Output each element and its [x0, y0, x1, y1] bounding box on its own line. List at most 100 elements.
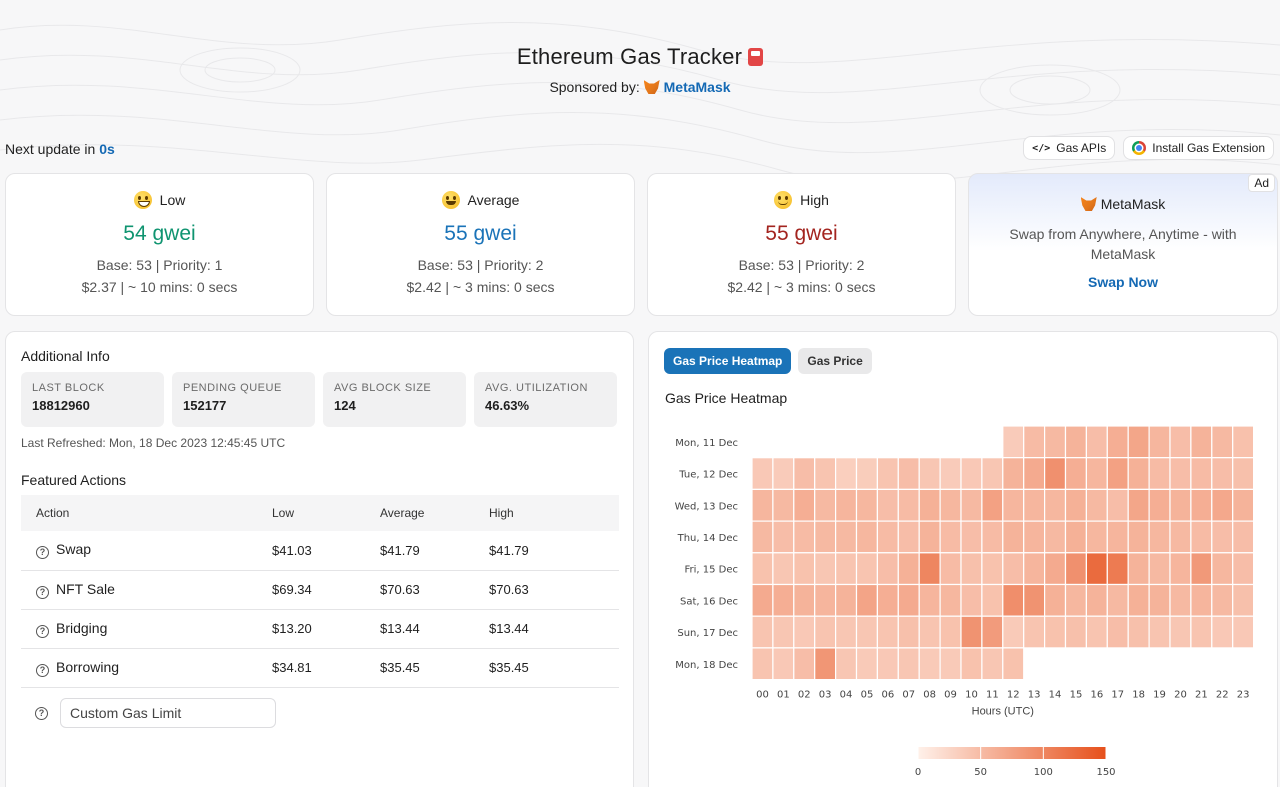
help-icon[interactable]: ?	[36, 585, 49, 599]
heatmap-cell	[772, 552, 795, 586]
heatmap-cell	[1044, 583, 1067, 617]
cost-high: $35.45	[489, 648, 619, 688]
heatmap-cell	[1002, 552, 1025, 586]
table-row: ? NFT Sale $69.34 $70.63 $70.63	[21, 570, 619, 610]
custom-gas-limit-input[interactable]	[60, 698, 276, 728]
heatmap-cell	[1064, 583, 1087, 617]
heatmap-cell	[1148, 425, 1171, 459]
heatmap-cell	[751, 457, 774, 491]
cost-high: $41.79	[489, 531, 619, 571]
gas-price-high: 55 gwei	[765, 222, 838, 245]
x-tick-label: 14	[1049, 690, 1062, 701]
cost-high: $13.44	[489, 609, 619, 649]
heatmap-cell	[751, 615, 774, 649]
heatmap-cell	[1169, 488, 1192, 522]
heatmap-cell	[1023, 488, 1046, 522]
heatmap-cell	[1106, 457, 1129, 491]
gas-apis-button[interactable]: </> Gas APIs	[1023, 136, 1116, 160]
install-extension-button[interactable]: Install Gas Extension	[1123, 136, 1274, 160]
heatmap-cell	[793, 457, 816, 491]
heatmap-cell	[1169, 615, 1192, 649]
heatmap-cell	[918, 552, 941, 586]
x-axis-label: Hours (UTC)	[972, 706, 1034, 718]
heatmap-cell	[1211, 552, 1234, 586]
gas-card-label: Average	[467, 192, 520, 208]
heatmap-cell	[960, 552, 983, 586]
heatmap-cell	[1148, 552, 1171, 586]
heatmap-cell	[793, 647, 816, 681]
heatmap-cell	[1127, 552, 1150, 586]
gas-price-heatmap: Mon, 11 Dec Tue, 12 Dec Wed, 13 Dec Thu, 14…	[675, 425, 1255, 778]
heatmap-cell	[981, 488, 1004, 522]
heatmap-cell	[939, 488, 962, 522]
heatmap-cell	[1106, 552, 1129, 586]
heatmap-cell	[939, 615, 962, 649]
heatmap-cell	[918, 488, 941, 522]
heatmap-cell	[981, 583, 1004, 617]
x-tick-label: 09	[944, 690, 957, 701]
action-name: Swap	[56, 541, 92, 558]
heatmap-cell	[1169, 583, 1192, 617]
ad-title-text: MetaMask	[1100, 196, 1166, 212]
cost-high: $70.63	[489, 570, 619, 610]
heatmap-cell	[1232, 615, 1255, 649]
heatmap-cell	[772, 583, 795, 617]
additional-info-card: Additional Info LAST BLOCK 18812960 PEND…	[5, 331, 634, 787]
x-tick-label: 20	[1174, 690, 1187, 701]
heatmap-cell	[1211, 425, 1234, 459]
heatmap-cell	[876, 615, 899, 649]
heatmap-cell	[1002, 488, 1025, 522]
tab-gas-price-heatmap[interactable]: Gas Price Heatmap	[664, 348, 792, 374]
tab-gas-price[interactable]: Gas Price	[798, 348, 872, 374]
help-icon[interactable]: ?	[36, 624, 49, 638]
gas-price-low: 54 gwei	[123, 222, 196, 245]
heatmap-cell	[1064, 488, 1087, 522]
stat-value: 152177	[183, 398, 227, 413]
heatmap-cell	[772, 488, 795, 522]
last-refreshed: Last Refreshed: Mon, 18 Dec 2023 12:45:4…	[21, 436, 286, 450]
help-icon[interactable]: ?	[36, 546, 49, 560]
y-tick-label: Tue, 12 Dec	[678, 470, 738, 481]
color-scale-label: 100	[1034, 767, 1053, 778]
heatmap-cell	[1127, 425, 1150, 459]
heatmap-cell	[1190, 615, 1213, 649]
heatmap-cell	[1148, 615, 1171, 649]
color-scale-label: 0	[915, 767, 921, 778]
heatmap-cell	[897, 457, 920, 491]
heatmap-cell	[939, 583, 962, 617]
heatmap-cell	[835, 552, 858, 586]
heatmap-cell	[751, 647, 774, 681]
heatmap-cell	[1044, 488, 1067, 522]
heatmap-cell	[814, 552, 837, 586]
heatmap-cell	[855, 552, 878, 586]
heatmap-cell	[1064, 552, 1087, 586]
heatmap-cell	[1190, 488, 1213, 522]
heatmap-cell	[793, 488, 816, 522]
gas-card-low: Low 54 gwei Base: 53 | Priority: 1 $2.37…	[5, 173, 314, 316]
stat-key: AVG. UTILIZATION	[485, 382, 588, 394]
heatmap-cell	[1106, 615, 1129, 649]
heatmap-cell	[1127, 583, 1150, 617]
help-icon[interactable]: ?	[36, 663, 49, 677]
help-icon[interactable]: ?	[35, 706, 48, 720]
x-tick-label: 10	[965, 690, 978, 701]
x-tick-label: 03	[819, 690, 832, 701]
x-tick-label: 18	[1132, 690, 1145, 701]
heatmap-cell	[1044, 425, 1067, 459]
x-tick-label: 13	[1028, 690, 1041, 701]
heatmap-cell	[1106, 488, 1129, 522]
stat-pending-queue: PENDING QUEUE 152177	[172, 372, 315, 427]
heatmap-cell	[960, 488, 983, 522]
metamask-ad-card[interactable]: Ad MetaMask Swap from Anywhere, Anytime …	[968, 173, 1278, 316]
heatmap-cell	[1190, 552, 1213, 586]
sponsor-link[interactable]: MetaMask	[663, 79, 731, 95]
next-update: Next update in 0s	[5, 141, 115, 157]
heatmap-cell	[1002, 647, 1025, 681]
install-extension-label: Install Gas Extension	[1152, 141, 1265, 155]
heatmap-cell	[835, 457, 858, 491]
gas-price-average: 55 gwei	[444, 222, 517, 245]
heatmap-cell	[1169, 520, 1192, 554]
y-tick-label: Wed, 13 Dec	[675, 501, 738, 512]
swap-now-link[interactable]: Swap Now	[1087, 274, 1158, 290]
heatmap-cell	[835, 520, 858, 554]
